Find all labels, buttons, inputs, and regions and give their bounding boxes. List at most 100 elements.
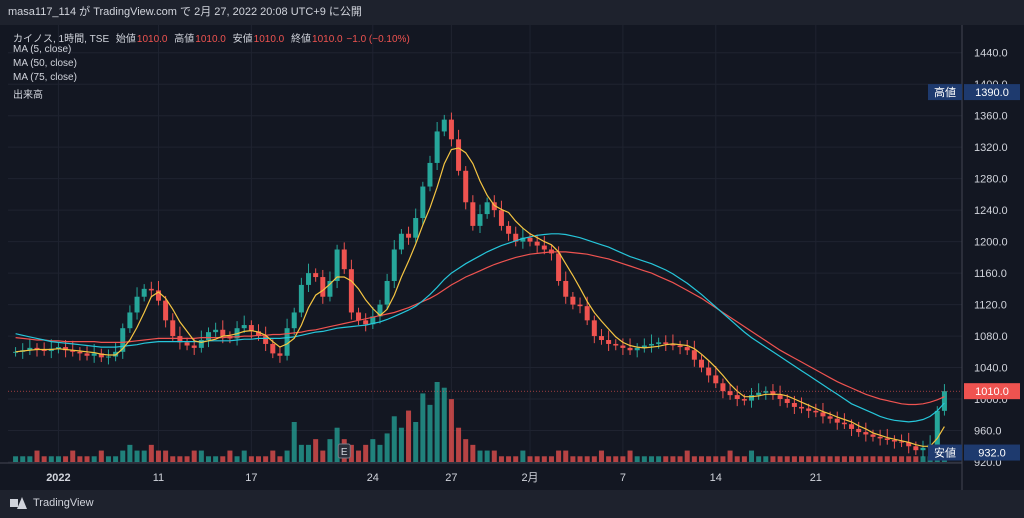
volume-bar bbox=[920, 456, 926, 462]
candle-body bbox=[749, 395, 755, 401]
candle-body bbox=[691, 350, 697, 360]
candle-body bbox=[920, 447, 926, 451]
candle-body bbox=[213, 329, 219, 333]
x-tick-label: 2022 bbox=[46, 472, 70, 484]
volume-bar bbox=[113, 456, 119, 462]
chart-background bbox=[0, 25, 1024, 490]
ma5-legend[interactable]: MA (5, close) bbox=[13, 44, 72, 55]
ma75-legend[interactable]: MA (75, close) bbox=[13, 72, 77, 83]
open-value: 1010.0 bbox=[136, 34, 168, 45]
last-price-marker-box bbox=[964, 383, 1020, 400]
candle-body bbox=[241, 325, 247, 329]
volume-bar bbox=[534, 456, 540, 462]
candle-body bbox=[741, 399, 747, 401]
x-tick-label: 24 bbox=[367, 472, 379, 484]
candle-body bbox=[184, 342, 190, 346]
volume-bar bbox=[763, 456, 769, 462]
change-value: −1.0 (−0.10%) bbox=[346, 34, 410, 45]
candle-body bbox=[263, 336, 269, 344]
volume-bar bbox=[20, 456, 26, 462]
candle-body bbox=[284, 328, 290, 356]
candle-body bbox=[398, 233, 404, 250]
volume-bar bbox=[391, 416, 397, 462]
ohlc-legend: カイノス, 1時間, TSE 始値1010.0 高値1010.0 安値1010.… bbox=[13, 30, 410, 45]
candle-body bbox=[934, 410, 940, 445]
volume-bar bbox=[84, 456, 90, 462]
candle-body bbox=[591, 320, 597, 337]
candle-body bbox=[498, 210, 504, 226]
volume-bar bbox=[513, 456, 519, 462]
attribution-text: masa117_114 が TradingView.com で 2月 27, 2… bbox=[8, 6, 362, 18]
volume-bar bbox=[348, 444, 354, 462]
candle-body bbox=[727, 391, 733, 396]
candle-body bbox=[406, 233, 412, 238]
candle-body bbox=[256, 331, 262, 337]
candle-body bbox=[513, 233, 519, 242]
candle-body bbox=[84, 353, 90, 356]
volume-bar bbox=[670, 456, 676, 462]
volume-bar bbox=[906, 456, 912, 462]
candle-body bbox=[634, 347, 640, 351]
tradingview-logo[interactable]: TradingView bbox=[10, 497, 94, 509]
footer-bar bbox=[0, 490, 1024, 518]
candle-body bbox=[648, 343, 654, 346]
volume-bar bbox=[563, 450, 569, 462]
ma50-line bbox=[15, 233, 945, 423]
ma50-legend[interactable]: MA (50, close) bbox=[13, 58, 77, 69]
candle-body bbox=[720, 383, 726, 392]
volume-bar bbox=[234, 456, 240, 462]
candle-body bbox=[91, 353, 97, 356]
volume-bar bbox=[648, 456, 654, 462]
volume-bar bbox=[205, 456, 211, 462]
candle-body bbox=[327, 280, 333, 297]
candle-body bbox=[334, 249, 340, 281]
volume-bar bbox=[870, 456, 876, 462]
close-value: 1010.0 bbox=[312, 34, 343, 45]
candle-body bbox=[820, 412, 826, 417]
volume-bar bbox=[506, 456, 512, 462]
volume-bar bbox=[627, 450, 633, 462]
candle-body bbox=[806, 408, 812, 411]
y-tick-label: 1200.0 bbox=[974, 237, 1008, 249]
volume-bar bbox=[141, 450, 147, 462]
volume-bar bbox=[105, 456, 111, 462]
candle-body bbox=[827, 416, 833, 419]
volume-bar bbox=[427, 404, 433, 462]
candle-body bbox=[763, 391, 769, 393]
volume-bar bbox=[613, 456, 619, 462]
candle-body bbox=[155, 290, 161, 301]
volume-bar bbox=[813, 456, 819, 462]
candle-body bbox=[205, 332, 211, 341]
candle-body bbox=[877, 436, 883, 439]
open-label: 始値 bbox=[115, 34, 136, 45]
price-chart[interactable]: 1440.01400.01360.01320.01280.01240.01200… bbox=[0, 25, 1024, 490]
volume-bar bbox=[598, 450, 604, 462]
candle-body bbox=[413, 218, 419, 238]
volume-legend[interactable]: 出来高 bbox=[13, 90, 43, 101]
volume-bar bbox=[356, 450, 362, 462]
candle-body bbox=[598, 336, 604, 341]
volume-bar bbox=[606, 456, 612, 462]
volume-bar bbox=[27, 456, 33, 462]
volume-bar bbox=[863, 456, 869, 462]
volume-bar bbox=[899, 456, 905, 462]
volume-bar bbox=[184, 456, 190, 462]
high-marker-tag-label: 高値 bbox=[934, 85, 956, 99]
x-tick-label: 2月 bbox=[521, 472, 538, 484]
volume-bar bbox=[55, 456, 61, 462]
volume-bar bbox=[191, 450, 197, 462]
volume-bar bbox=[634, 456, 640, 462]
volume-bar bbox=[570, 456, 576, 462]
high-value: 1010.0 bbox=[195, 34, 226, 45]
brand-label: TradingView bbox=[33, 497, 94, 509]
candle-body bbox=[813, 410, 819, 413]
candle-body bbox=[620, 345, 626, 348]
volume-bar bbox=[334, 427, 340, 462]
candle-body bbox=[27, 347, 33, 351]
volume-bar bbox=[13, 456, 19, 462]
volume-bar bbox=[298, 444, 304, 462]
volume-bar bbox=[470, 444, 476, 462]
candle-body bbox=[370, 316, 376, 325]
candle-body bbox=[313, 273, 319, 278]
ma5-line bbox=[15, 147, 945, 447]
